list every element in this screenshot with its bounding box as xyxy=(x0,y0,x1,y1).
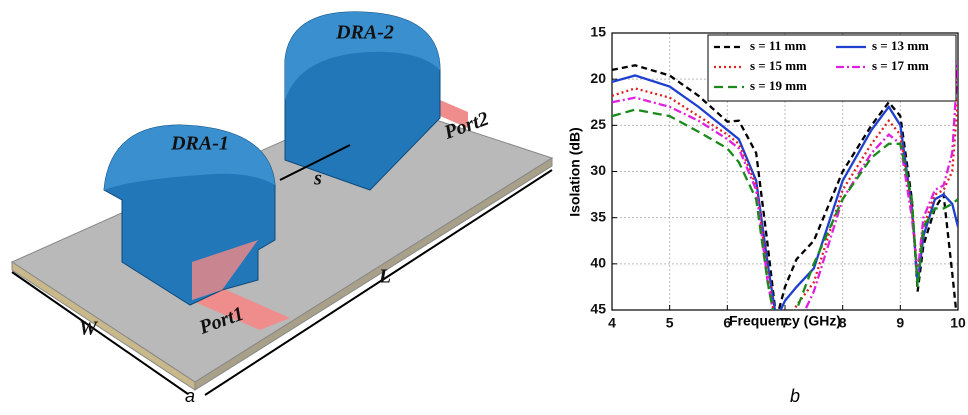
x-tick-label: 9 xyxy=(896,315,904,331)
label-dra2: DRA-2 xyxy=(335,22,394,44)
series-line xyxy=(612,88,958,328)
x-tick-label: 6 xyxy=(723,315,731,331)
legend-label: s = 15 mm xyxy=(750,58,807,73)
y-tick-label: 45 xyxy=(590,301,606,317)
legend-label: s = 13 mm xyxy=(872,38,929,53)
x-tick-label: 8 xyxy=(839,315,847,331)
y-tick-label: 40 xyxy=(590,255,606,271)
x-tick-label: 10 xyxy=(950,315,966,331)
x-tick-label: 7 xyxy=(781,315,789,331)
x-tick-label: 5 xyxy=(666,315,674,331)
legend-label: s = 19 mm xyxy=(750,78,807,93)
label-W: W xyxy=(79,318,98,340)
figure: DRA-1 DRA-2 Port1 Port2 s L W a b Freque… xyxy=(0,0,968,410)
caption-b: b xyxy=(790,386,800,406)
caption-a: a xyxy=(185,386,195,406)
y-axis-label: Isolation (dB) xyxy=(567,127,583,216)
label-dra1: DRA-1 xyxy=(170,133,229,155)
y-tick-label: 20 xyxy=(590,70,606,86)
label-L: L xyxy=(378,266,391,288)
y-tick-label: 35 xyxy=(590,208,606,224)
label-s: s xyxy=(313,168,322,190)
legend-label: s = 11 mm xyxy=(750,38,806,53)
x-tick-label: 4 xyxy=(608,315,616,331)
y-tick-label: 30 xyxy=(590,162,606,178)
y-tick-label: 15 xyxy=(590,24,606,40)
y-tick-label: 25 xyxy=(590,116,606,132)
legend-label: s = 17 mm xyxy=(872,58,929,73)
